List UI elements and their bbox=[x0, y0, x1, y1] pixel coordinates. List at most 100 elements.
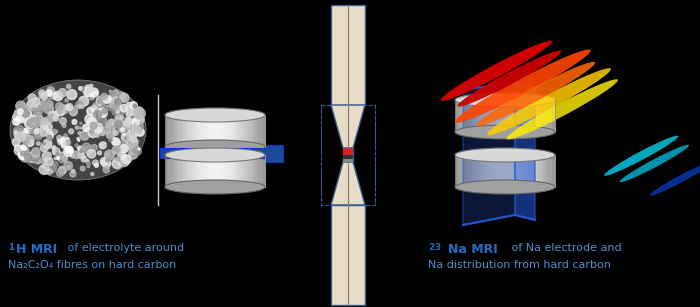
Circle shape bbox=[88, 150, 96, 158]
Circle shape bbox=[90, 122, 97, 129]
Circle shape bbox=[133, 134, 136, 137]
Circle shape bbox=[80, 166, 85, 171]
Circle shape bbox=[79, 127, 81, 129]
Circle shape bbox=[74, 106, 78, 110]
Circle shape bbox=[132, 109, 137, 115]
Circle shape bbox=[132, 119, 139, 126]
Circle shape bbox=[63, 142, 66, 145]
Circle shape bbox=[33, 98, 40, 105]
Circle shape bbox=[20, 151, 25, 156]
Circle shape bbox=[105, 153, 109, 157]
Circle shape bbox=[18, 145, 27, 154]
Circle shape bbox=[47, 135, 52, 140]
Bar bbox=[205, 115, 209, 147]
Circle shape bbox=[29, 124, 38, 134]
Circle shape bbox=[52, 148, 60, 155]
Bar bbox=[222, 155, 225, 187]
Circle shape bbox=[42, 94, 46, 99]
Circle shape bbox=[35, 158, 40, 163]
Circle shape bbox=[62, 156, 67, 161]
Ellipse shape bbox=[10, 80, 146, 180]
Circle shape bbox=[25, 151, 29, 155]
Circle shape bbox=[85, 114, 95, 124]
Ellipse shape bbox=[165, 140, 265, 154]
Circle shape bbox=[130, 102, 137, 109]
Circle shape bbox=[17, 125, 23, 132]
Circle shape bbox=[101, 97, 107, 104]
Circle shape bbox=[91, 173, 94, 176]
Text: Na MRI: Na MRI bbox=[448, 243, 498, 256]
Circle shape bbox=[132, 125, 140, 134]
Circle shape bbox=[48, 115, 55, 122]
Circle shape bbox=[32, 149, 40, 157]
Text: of electrolyte around: of electrolyte around bbox=[64, 243, 184, 253]
Circle shape bbox=[121, 142, 129, 150]
Circle shape bbox=[108, 119, 114, 125]
Bar bbox=[491, 100, 495, 132]
Circle shape bbox=[41, 118, 48, 125]
Circle shape bbox=[45, 117, 51, 123]
Circle shape bbox=[119, 123, 129, 133]
Circle shape bbox=[57, 149, 60, 151]
Circle shape bbox=[20, 128, 29, 138]
Circle shape bbox=[121, 158, 126, 163]
Circle shape bbox=[131, 130, 138, 137]
Circle shape bbox=[40, 120, 48, 128]
Circle shape bbox=[42, 159, 47, 165]
Circle shape bbox=[38, 90, 46, 97]
Ellipse shape bbox=[477, 62, 595, 126]
Circle shape bbox=[18, 114, 27, 123]
Ellipse shape bbox=[458, 50, 561, 107]
Bar bbox=[215, 115, 218, 147]
Circle shape bbox=[60, 152, 64, 157]
Text: $^{\mathbf{23}}$: $^{\mathbf{23}}$ bbox=[428, 243, 442, 256]
Circle shape bbox=[62, 123, 66, 127]
Bar bbox=[232, 155, 235, 187]
Circle shape bbox=[40, 91, 43, 95]
Circle shape bbox=[133, 115, 139, 121]
Circle shape bbox=[106, 105, 108, 107]
Circle shape bbox=[137, 129, 140, 133]
Bar bbox=[538, 100, 542, 132]
Circle shape bbox=[48, 164, 56, 172]
Circle shape bbox=[26, 140, 29, 142]
Bar bbox=[205, 155, 209, 187]
Circle shape bbox=[92, 145, 97, 150]
Circle shape bbox=[111, 95, 116, 101]
Polygon shape bbox=[463, 82, 515, 225]
Circle shape bbox=[22, 137, 29, 144]
Circle shape bbox=[58, 138, 65, 145]
Bar bbox=[535, 155, 538, 187]
Circle shape bbox=[125, 117, 130, 122]
Circle shape bbox=[26, 136, 34, 144]
Bar bbox=[235, 155, 238, 187]
Circle shape bbox=[125, 104, 135, 113]
Circle shape bbox=[120, 127, 125, 131]
Circle shape bbox=[25, 148, 29, 153]
Bar bbox=[525, 100, 528, 132]
Circle shape bbox=[32, 148, 40, 155]
Ellipse shape bbox=[454, 49, 591, 123]
Circle shape bbox=[88, 118, 96, 126]
Circle shape bbox=[24, 110, 32, 118]
Bar bbox=[168, 115, 172, 147]
Circle shape bbox=[57, 156, 60, 159]
Circle shape bbox=[15, 135, 19, 138]
Circle shape bbox=[48, 93, 51, 96]
Circle shape bbox=[97, 96, 106, 105]
Bar bbox=[458, 100, 462, 132]
Circle shape bbox=[52, 146, 55, 149]
Circle shape bbox=[130, 148, 136, 155]
Circle shape bbox=[126, 123, 130, 127]
Circle shape bbox=[101, 131, 105, 135]
Bar bbox=[211, 155, 215, 187]
Bar bbox=[209, 155, 211, 187]
Bar bbox=[238, 115, 242, 147]
Bar bbox=[508, 155, 512, 187]
Circle shape bbox=[77, 138, 80, 140]
Circle shape bbox=[15, 129, 24, 137]
Circle shape bbox=[71, 154, 74, 158]
Circle shape bbox=[128, 141, 138, 151]
Circle shape bbox=[113, 90, 118, 95]
Circle shape bbox=[90, 129, 93, 133]
